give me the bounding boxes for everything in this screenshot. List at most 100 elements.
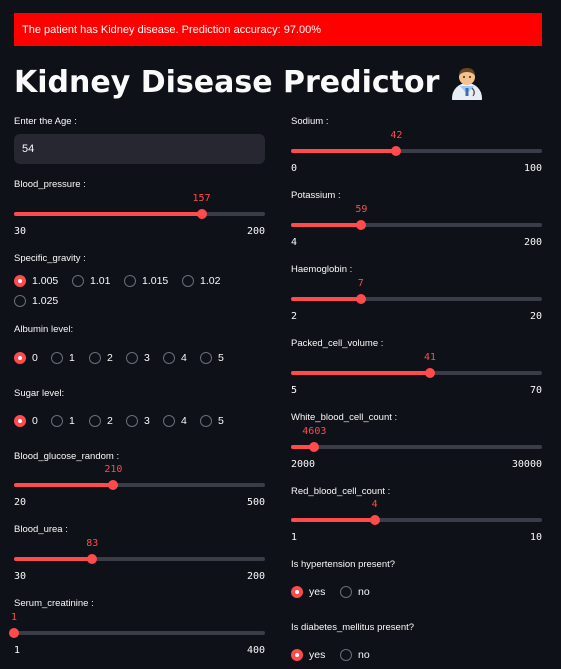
slider-max: 10	[529, 532, 542, 543]
radio-dot	[14, 295, 26, 307]
slider-fill	[14, 557, 93, 561]
specific-gravity-option-102[interactable]: 1.02	[182, 275, 220, 287]
radio-dot	[89, 352, 101, 364]
sugar-option-3[interactable]: 3	[126, 415, 150, 427]
slider-thumb[interactable]	[369, 515, 380, 525]
sugar-option-0[interactable]: 0	[14, 415, 38, 427]
doctor-icon	[452, 68, 483, 100]
albumin-option-4[interactable]: 4	[163, 352, 187, 364]
albumin-option-2[interactable]: 2	[89, 352, 113, 364]
specific-gravity-option-101[interactable]: 1.01	[72, 275, 110, 287]
packed-cell-volume-slider[interactable]: 41 5 70	[291, 352, 542, 402]
radio-dot	[126, 415, 138, 427]
slider-fill	[291, 371, 430, 375]
slider-thumb[interactable]	[9, 628, 19, 638]
sugar-label: Sugar level:	[14, 388, 65, 399]
radio-dot	[89, 415, 101, 427]
haemoglobin-slider[interactable]: 7 2 20	[291, 278, 542, 328]
slider-fill	[291, 149, 397, 153]
slider-min: 0	[291, 163, 298, 174]
wbc-label: White_blood_cell_count :	[291, 412, 398, 423]
slider-value: 42	[390, 130, 403, 141]
diabetes-label: Is diabetes_mellitus present?	[291, 622, 415, 633]
rbc-label: Red_blood_cell_count :	[291, 486, 391, 497]
slider-min: 2	[291, 311, 298, 322]
slider-thumb[interactable]	[309, 442, 320, 452]
diabetes-yes-radio[interactable]: yes	[291, 649, 325, 661]
radio-dot	[126, 352, 138, 364]
diabetes-no-radio[interactable]: no	[340, 649, 370, 661]
hypertension-no-radio[interactable]: no	[340, 586, 370, 598]
slider-track	[291, 297, 542, 301]
albumin-option-0[interactable]: 0	[14, 352, 38, 364]
sugar-option-4[interactable]: 4	[163, 415, 187, 427]
albumin-option-5[interactable]: 5	[200, 352, 224, 364]
page-title: Kidney Disease Predictor	[14, 60, 485, 104]
serum-creatinine-slider[interactable]: 1 1 400	[9, 612, 265, 662]
sodium-label: Sodium :	[291, 116, 329, 127]
slider-thumb[interactable]	[108, 480, 119, 490]
slider-max: 20	[529, 311, 542, 322]
blood-urea-slider[interactable]: 83 30 200	[14, 538, 265, 588]
slider-max: 500	[246, 497, 265, 508]
radio-dot	[14, 415, 26, 427]
slider-track	[14, 631, 265, 635]
radio-dot	[51, 352, 63, 364]
slider-thumb[interactable]	[356, 220, 367, 230]
age-label: Enter the Age :	[14, 116, 77, 127]
hypertension-yes-radio[interactable]: yes	[291, 586, 325, 598]
slider-value: 59	[355, 204, 368, 215]
slider-min: 2000	[291, 459, 316, 470]
age-input[interactable]: 54	[14, 134, 265, 164]
radio-dot	[14, 275, 26, 287]
slider-value: 1	[11, 612, 18, 623]
slider-min: 1	[14, 645, 21, 656]
hypertension-label: Is hypertension present?	[291, 559, 396, 570]
slider-fill	[14, 212, 202, 216]
slider-min: 5	[291, 385, 298, 396]
specific-gravity-option-1015[interactable]: 1.015	[124, 275, 168, 287]
sugar-option-2[interactable]: 2	[89, 415, 113, 427]
page-title-text: Kidney Disease Predictor	[14, 64, 440, 100]
packed-cell-volume-label: Packed_cell_volume :	[291, 338, 384, 349]
slider-thumb[interactable]	[196, 209, 207, 219]
slider-fill	[14, 483, 114, 487]
slider-value: 41	[423, 352, 437, 363]
slider-thumb[interactable]	[425, 368, 435, 378]
blood-glucose-slider[interactable]: 210 20 500	[14, 464, 265, 514]
serum-creatinine-label: Serum_creatinine :	[14, 598, 94, 609]
slider-thumb[interactable]	[355, 294, 366, 304]
radio-dot	[124, 275, 136, 287]
wbc-slider[interactable]: 4603 2000 30000	[291, 426, 542, 476]
slider-track	[291, 445, 542, 449]
slider-max: 200	[246, 226, 265, 237]
slider-value: 4603	[302, 426, 327, 437]
sugar-option-1[interactable]: 1	[51, 415, 75, 427]
albumin-option-3[interactable]: 3	[126, 352, 150, 364]
specific-gravity-label: Specific_gravity :	[14, 253, 86, 264]
slider-thumb[interactable]	[87, 554, 98, 564]
potassium-label: Potassium :	[291, 190, 341, 201]
radio-dot	[340, 586, 352, 598]
sugar-option-5[interactable]: 5	[200, 415, 224, 427]
blood-pressure-slider[interactable]: 157 30 200	[14, 193, 265, 243]
specific-gravity-option-1005[interactable]: 1.005	[14, 275, 58, 287]
radio-dot	[72, 275, 84, 287]
slider-track	[291, 149, 542, 153]
specific-gravity-option-1025[interactable]: 1.025	[14, 295, 58, 307]
slider-fill	[291, 223, 362, 227]
slider-min: 30	[14, 571, 27, 582]
slider-max: 70	[529, 385, 542, 396]
haemoglobin-label: Haemoglobin :	[291, 264, 353, 275]
slider-fill	[291, 297, 361, 301]
prediction-alert: The patient has Kidney disease. Predicti…	[14, 13, 542, 46]
sodium-slider[interactable]: 42 0 100	[291, 130, 542, 180]
slider-value: 157	[192, 193, 211, 204]
albumin-option-1[interactable]: 1	[51, 352, 75, 364]
radio-dot	[51, 415, 63, 427]
slider-min: 30	[14, 226, 27, 237]
slider-thumb[interactable]	[391, 146, 402, 156]
rbc-slider[interactable]: 4 1 10	[291, 499, 542, 549]
potassium-slider[interactable]: 59 4 200	[291, 204, 542, 254]
radio-dot	[163, 415, 175, 427]
